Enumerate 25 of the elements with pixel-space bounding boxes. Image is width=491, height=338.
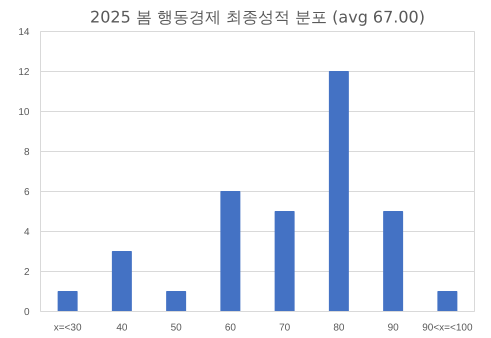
x-tick-label: x=<30: [54, 322, 82, 334]
x-tick-label: 80: [333, 322, 345, 334]
y-tick-label: 6: [24, 187, 30, 198]
y-tick-label: 2: [24, 267, 30, 278]
bar: [112, 251, 132, 312]
y-tick-label: 10: [18, 107, 30, 118]
chart-title: 2025 봄 행동경제 최종성적 분포 (avg 67.00): [90, 8, 425, 26]
bar: [383, 211, 404, 312]
bar: [58, 291, 78, 312]
bar: [166, 291, 186, 312]
y-tick-label: 12: [18, 67, 30, 78]
bar: [328, 71, 349, 312]
y-tick-label: 14: [18, 27, 30, 38]
x-tick-label: 90<x=<100: [422, 322, 473, 334]
y-tick-label: 8: [24, 147, 30, 158]
x-tick-label: 70: [279, 322, 291, 334]
bar: [437, 291, 458, 312]
y-tick-label: 0: [24, 307, 30, 318]
y-tick-label: 4: [24, 227, 30, 238]
x-tick-label: 40: [116, 322, 128, 334]
bar: [274, 211, 295, 312]
x-tick-label: 90: [388, 322, 400, 334]
x-tick-label: 50: [170, 322, 182, 334]
bar: [220, 191, 240, 312]
x-tick-label: 60: [224, 322, 236, 334]
